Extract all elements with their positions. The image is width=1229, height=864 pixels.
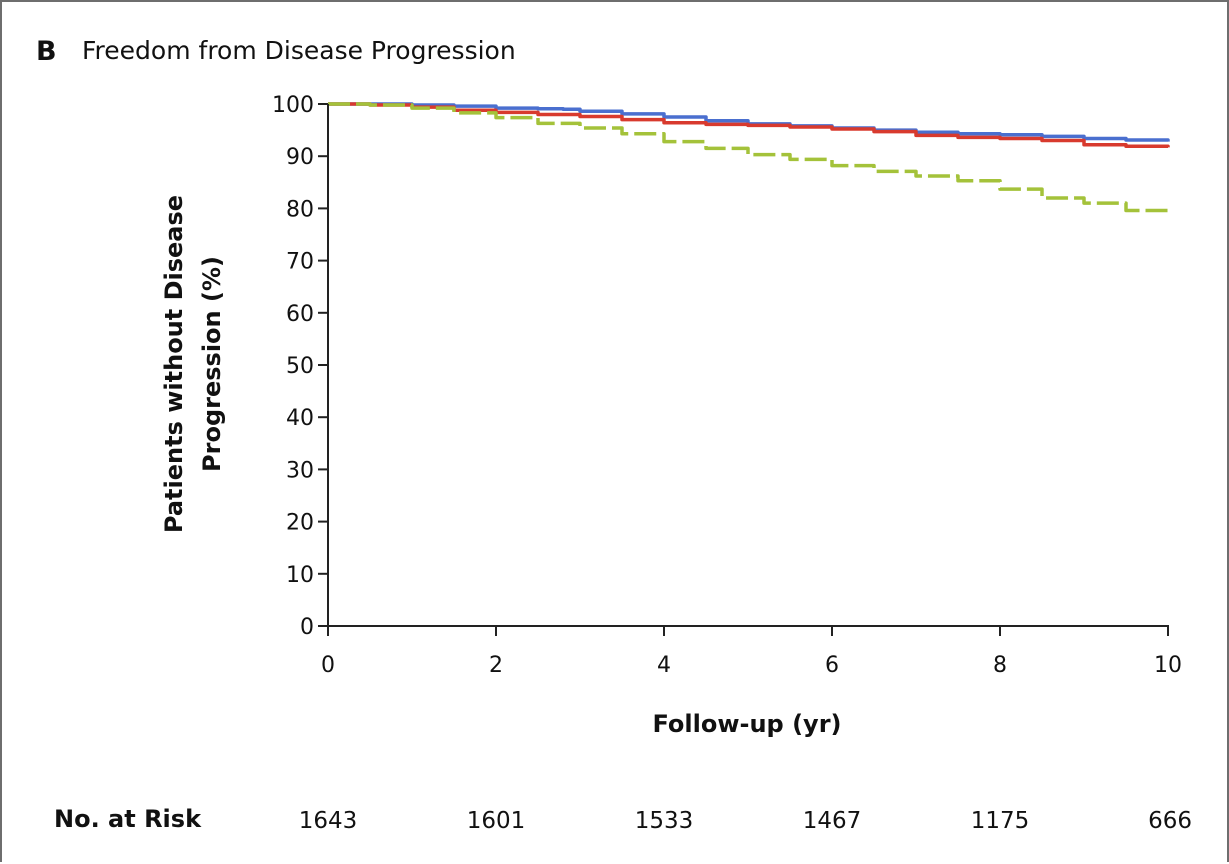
y-tick-label: 50 — [286, 354, 314, 379]
risk-table-value: 1533 — [635, 808, 694, 834]
panel-title: Freedom from Disease Progression — [82, 36, 516, 65]
x-tick-label: 10 — [1154, 653, 1182, 678]
plot-series-group — [328, 102, 1170, 213]
risk-table-value: 1175 — [971, 808, 1030, 834]
y-axis-title-line-2: Progression (%) — [198, 256, 226, 472]
x-tick-label: 4 — [657, 653, 671, 678]
y-tick-label: 90 — [286, 145, 314, 170]
x-tick-label: 8 — [993, 653, 1007, 678]
y-tick-label: 0 — [300, 615, 314, 640]
risk-table-label: No. at Risk — [54, 805, 202, 833]
series-line-blue — [328, 102, 1170, 142]
y-tick-label: 20 — [286, 511, 314, 536]
x-tick-label: 0 — [321, 653, 335, 678]
x-axis-title: Follow-up (yr) — [652, 710, 841, 738]
x-tick-label: 6 — [825, 653, 839, 678]
y-tick-label: 100 — [272, 93, 314, 118]
y-axis-title-line-1: Patients without Disease — [160, 195, 188, 533]
x-tick-label: 2 — [489, 653, 503, 678]
risk-table-values: 1643 1601 1533 1467 1175 666 — [299, 808, 1192, 834]
y-tick-label: 60 — [286, 302, 314, 327]
y-tick-label: 40 — [286, 406, 314, 431]
risk-table-value: 1601 — [467, 808, 526, 834]
series-line-red — [328, 102, 1170, 149]
risk-table-value: 666 — [1148, 808, 1192, 834]
panel-letter: B — [36, 36, 57, 67]
y-tick-label: 70 — [286, 250, 314, 275]
y-tick-label: 80 — [286, 197, 314, 222]
y-tick-label: 30 — [286, 458, 314, 483]
axes-group: 0 10 20 30 40 50 60 70 80 90 100 0 2 4 6 8 10 — [272, 93, 1182, 678]
series-line-green — [328, 102, 1170, 213]
y-tick-label: 10 — [286, 563, 314, 588]
risk-table-value: 1643 — [299, 808, 358, 834]
risk-table-value: 1467 — [803, 808, 862, 834]
